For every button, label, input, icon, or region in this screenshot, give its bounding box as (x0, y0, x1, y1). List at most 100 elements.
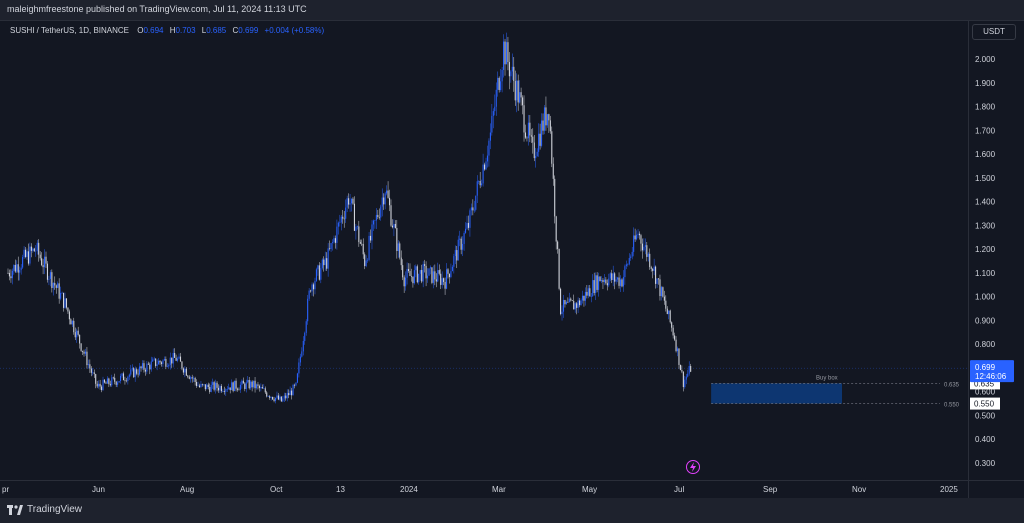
candle-body (631, 251, 633, 257)
candle-body (95, 374, 97, 384)
price-tick-label: 1.600 (975, 150, 996, 159)
candle-body (375, 214, 377, 221)
candle-body (331, 242, 334, 244)
price-tick-label: 1.400 (975, 198, 996, 207)
candle-body (291, 390, 293, 396)
price-tick-label: 0.500 (975, 411, 996, 420)
candle-body (466, 222, 468, 229)
time-tick-label: 2025 (940, 485, 958, 494)
candle-body (57, 283, 59, 288)
candle-body (93, 372, 95, 375)
candle-body (660, 287, 662, 297)
candle-body (500, 81, 502, 91)
candle-body (254, 380, 256, 389)
candle-body (181, 361, 183, 369)
candle-body (188, 376, 190, 379)
candle-body (255, 384, 258, 389)
candle-body (505, 42, 508, 65)
candle-body (456, 250, 458, 261)
price-tick-label: 0.300 (975, 459, 996, 468)
symbol-title[interactable]: SUSHI / TetherUS, 1D, BINANCE (10, 26, 129, 35)
candle-body (222, 391, 224, 392)
candle-body (23, 249, 25, 258)
candle-body (482, 164, 484, 184)
candle-body (595, 275, 597, 293)
open-value: 0.694 (143, 26, 164, 35)
candle-body (260, 387, 262, 389)
candle-body (349, 203, 351, 205)
candle-body (295, 382, 297, 386)
candle-body (286, 393, 288, 399)
candle-body (641, 243, 643, 251)
candle-body (8, 273, 11, 277)
candle-body (397, 243, 399, 252)
candle-body (669, 310, 671, 323)
time-tick-label: Mar (492, 485, 506, 494)
time-axis[interactable] (0, 480, 968, 499)
candle-body (87, 364, 89, 366)
currency-button[interactable]: USDT (972, 24, 1016, 40)
candle-body (573, 300, 575, 310)
time-tick-label: Sep (763, 485, 778, 494)
candle-body (406, 269, 408, 278)
candle-body (333, 238, 335, 243)
candle-body (279, 396, 281, 400)
candle-body (111, 377, 113, 386)
candle-body (583, 295, 585, 301)
candle-body (343, 218, 345, 220)
candle-body (106, 378, 108, 384)
candle-body (646, 245, 648, 257)
candle-body (463, 232, 465, 244)
candle-body (448, 273, 451, 278)
candle-body (207, 384, 209, 387)
candle-body (530, 135, 532, 137)
publish-bar: maleighmfreestone published on TradingVi… (0, 0, 1024, 21)
candle-body (665, 300, 667, 309)
candle-body (459, 238, 461, 240)
candle-body (577, 300, 579, 308)
candle-body (43, 256, 46, 268)
low-value: 0.685 (206, 26, 227, 35)
candle-body (73, 320, 75, 333)
candle-body (437, 270, 439, 282)
candle-body (14, 264, 16, 272)
candle-body (285, 395, 287, 399)
candle-body (551, 131, 553, 164)
candle-body (460, 238, 462, 250)
open-label: O (137, 26, 144, 35)
high-value: 0.703 (175, 26, 196, 35)
candle-body (248, 380, 250, 389)
high-label: H (169, 26, 176, 35)
candle-body (368, 235, 370, 260)
upper-level-text: 0.635 (944, 382, 960, 388)
tradingview-brand[interactable]: TradingView (7, 504, 82, 515)
candle-body (92, 372, 94, 374)
candle-body (70, 319, 72, 325)
candle-body (608, 278, 610, 286)
candle-body (267, 396, 269, 397)
candle-body (574, 303, 576, 310)
candle-body (101, 386, 103, 391)
candle-body (462, 243, 464, 250)
candle-body (650, 267, 652, 269)
candle-body (472, 207, 474, 211)
candle-body (609, 273, 611, 279)
candle-body (621, 279, 623, 287)
candle-body (443, 278, 445, 282)
candle-body (451, 266, 453, 272)
candle-body (257, 384, 259, 386)
candle-body (612, 273, 614, 281)
candle-body (326, 258, 328, 269)
brand-label: TradingView (27, 504, 83, 515)
time-tick-label: Nov (852, 485, 866, 494)
candle-body (624, 266, 626, 278)
candle-body (517, 80, 519, 103)
candle-body (371, 224, 373, 241)
candle-body (206, 384, 208, 390)
candle-body (615, 279, 617, 282)
candle-body (187, 375, 189, 377)
candle-body (440, 273, 442, 285)
candle-body (365, 260, 367, 267)
candle-body (675, 339, 677, 352)
candle-body (27, 251, 30, 264)
